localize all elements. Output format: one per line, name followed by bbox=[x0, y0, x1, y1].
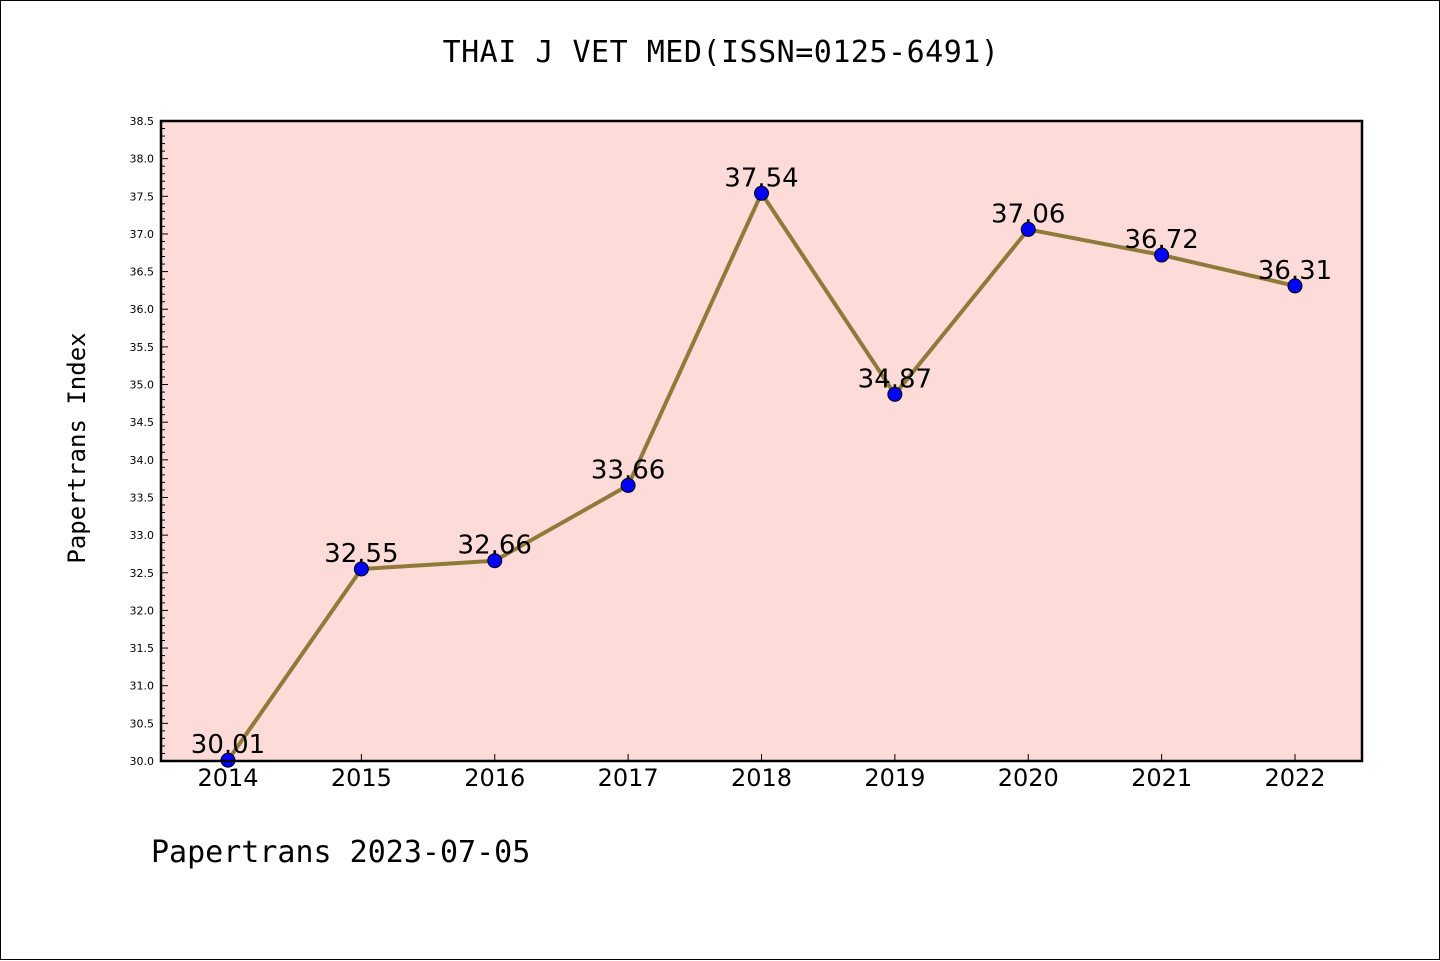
x-tick-label: 2019 bbox=[864, 764, 925, 792]
chart-title: THAI J VET MED(ISSN=0125-6491) bbox=[442, 35, 1000, 70]
y-tick-label: 38.0 bbox=[130, 153, 155, 166]
data-point bbox=[1154, 247, 1170, 263]
x-tick-label: 2020 bbox=[998, 764, 1059, 792]
y-tick-label: 34.0 bbox=[130, 454, 155, 467]
data-point bbox=[887, 386, 903, 402]
data-label: 36.72 bbox=[1124, 225, 1198, 255]
data-label: 30.01 bbox=[191, 730, 265, 760]
y-tick-label: 37.5 bbox=[130, 190, 155, 203]
data-labels: 30.01 32.55 32.66 33.66 37.54 34.87 37.06 36.72… bbox=[191, 163, 1332, 760]
y-tick-label: 31.0 bbox=[130, 680, 155, 693]
y-tick-label: 33.0 bbox=[130, 529, 155, 542]
y-tick-label: 37.0 bbox=[130, 228, 155, 241]
y-tick-label: 32.0 bbox=[130, 604, 155, 617]
data-label: 34.87 bbox=[858, 364, 932, 394]
plot-area bbox=[161, 121, 1362, 761]
y-tick-label: 36.0 bbox=[130, 303, 155, 316]
data-point bbox=[1020, 221, 1036, 237]
data-label: 37.54 bbox=[724, 163, 798, 193]
data-points bbox=[220, 185, 1303, 768]
x-tick-label: 2018 bbox=[731, 764, 792, 792]
x-tick-label: 2022 bbox=[1264, 764, 1325, 792]
y-axis-ticks: 30.0 30.5 31.0 31.5 32.0 32.5 33.0 33.5 34.0 34.5… bbox=[130, 115, 168, 768]
y-tick-label: 35.0 bbox=[130, 379, 155, 392]
x-tick-label: 2016 bbox=[464, 764, 525, 792]
y-tick-label: 30.0 bbox=[130, 755, 155, 768]
y-tick-label: 32.5 bbox=[130, 567, 155, 580]
data-point bbox=[353, 561, 369, 577]
x-tick-label: 2014 bbox=[197, 764, 258, 792]
data-label: 36.31 bbox=[1258, 256, 1332, 286]
data-label: 37.06 bbox=[991, 199, 1065, 229]
x-tick-label: 2021 bbox=[1131, 764, 1192, 792]
data-point bbox=[754, 185, 769, 201]
plot-border bbox=[159, 119, 1364, 763]
data-point bbox=[620, 477, 636, 493]
y-tick-label: 34.5 bbox=[130, 416, 155, 429]
y-tick-label: 31.5 bbox=[130, 642, 155, 655]
data-point bbox=[1287, 278, 1303, 294]
x-axis-ticks: 2014 2015 2016 2017 2018 2019 2020 2021 2022 bbox=[197, 754, 1326, 792]
data-label: 32.66 bbox=[458, 531, 532, 561]
footer-caption: Papertrans 2023-07-05 bbox=[151, 835, 531, 870]
data-point bbox=[487, 553, 503, 569]
data-label: 32.55 bbox=[324, 539, 398, 569]
x-tick-label: 2017 bbox=[598, 764, 659, 792]
x-tick-label: 2015 bbox=[331, 764, 392, 792]
data-label: 33.66 bbox=[591, 455, 665, 485]
y-tick-label: 36.5 bbox=[130, 266, 155, 279]
y-tick-label: 35.5 bbox=[130, 341, 155, 354]
y-tick-label: 30.5 bbox=[130, 717, 155, 730]
y-tick-label: 38.5 bbox=[130, 115, 155, 128]
y-tick-label: 33.5 bbox=[130, 491, 155, 504]
